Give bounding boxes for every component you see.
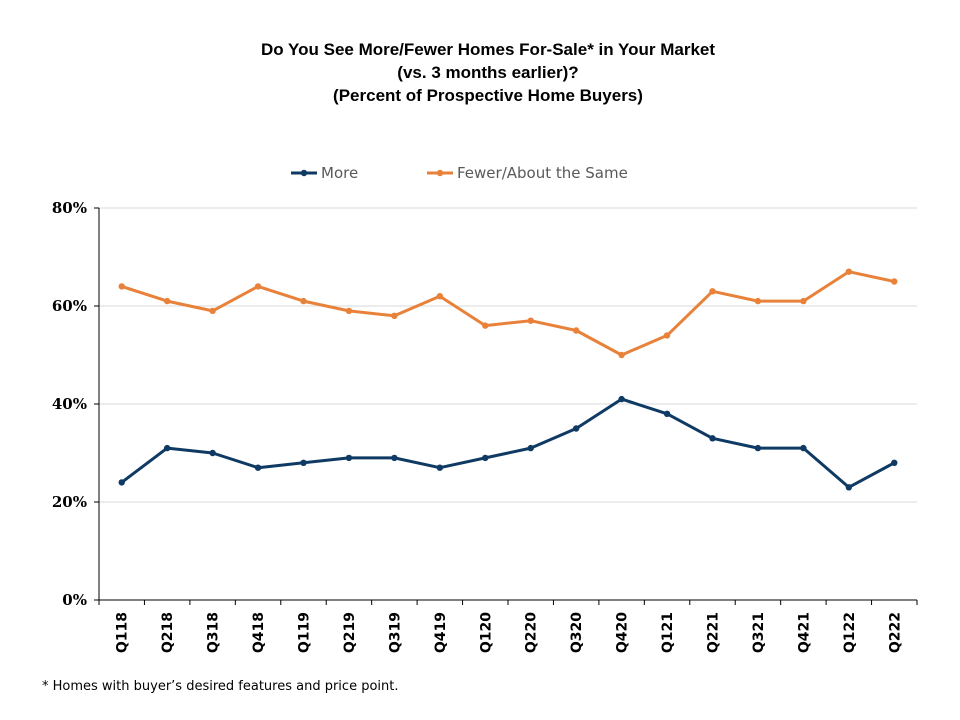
data-point <box>754 444 762 452</box>
chart-title: Do You See More/Fewer Homes For-Sale* in… <box>0 38 960 107</box>
legend-label: Fewer/About the Same <box>457 164 628 182</box>
series-more <box>118 395 898 491</box>
x-tick-label: Q120 <box>478 612 494 653</box>
line-chart: 0%20%40%60%80% Q118 Q218 Q318 Q418 Q119 Q219 Q… <box>52 164 918 653</box>
y-tick-label: 80% <box>52 199 87 217</box>
chart-title-line-3: (Percent of Prospective Home Buyers) <box>333 86 643 105</box>
y-tick-label: 60% <box>52 297 87 315</box>
y-tick-label: 0% <box>62 591 87 609</box>
data-point <box>436 293 444 300</box>
x-tick-label: Q421 <box>796 612 812 653</box>
data-point <box>482 454 489 462</box>
chart-title-line-2: (vs. 3 months earlier)? <box>397 63 579 82</box>
data-point <box>118 479 125 486</box>
series-fewer-about-the-same <box>118 268 898 359</box>
legend-marker <box>436 169 444 177</box>
x-tick-label: Q119 <box>297 612 313 653</box>
series-line <box>121 270 895 357</box>
data-point <box>300 459 307 466</box>
data-point <box>663 332 671 339</box>
x-tick-label: Q221 <box>706 612 722 653</box>
x-tick-label: Q319 <box>387 612 403 653</box>
data-point <box>527 444 534 452</box>
data-point <box>527 317 534 324</box>
data-point <box>391 454 398 462</box>
x-tick-label: Q318 <box>206 612 222 653</box>
data-point <box>391 312 398 319</box>
data-point <box>436 464 444 471</box>
data-point <box>709 288 716 295</box>
data-point <box>618 395 625 403</box>
x-tick-label: Q419 <box>433 612 449 653</box>
data-point <box>209 449 216 457</box>
data-point <box>254 464 262 471</box>
legend: More Fewer/About the Same <box>291 164 628 182</box>
x-tick-label: Q321 <box>751 612 767 653</box>
data-point <box>572 425 580 432</box>
x-tick-label: Q420 <box>615 612 631 653</box>
y-tick-label: 20% <box>52 493 87 511</box>
legend-label: More <box>321 164 358 182</box>
x-tick-labels: Q118 Q218 Q318 Q418 Q119 Q219 Q319 Q419 Q120 Q220… <box>115 612 904 653</box>
gridlines <box>99 207 917 503</box>
data-point <box>345 454 353 462</box>
series-lines <box>118 268 898 491</box>
y-tick-label: 40% <box>52 395 87 413</box>
legend-marker <box>300 169 308 177</box>
data-point <box>163 444 171 452</box>
data-point <box>618 351 625 359</box>
series-line <box>120 397 896 489</box>
x-tick-label: Q320 <box>569 612 585 653</box>
x-tick-label: Q122 <box>842 612 858 653</box>
data-point <box>845 484 853 491</box>
data-point <box>891 278 898 285</box>
data-point <box>118 283 125 290</box>
chart-title-line-1: Do You See More/Fewer Homes For-Sale* in… <box>260 40 716 59</box>
data-point <box>891 459 898 466</box>
data-point <box>845 268 853 275</box>
data-point <box>163 297 171 305</box>
data-point <box>663 410 671 417</box>
x-tick-label: Q418 <box>251 612 267 653</box>
x-tick-label: Q218 <box>160 612 176 653</box>
data-point <box>300 297 307 305</box>
data-point <box>209 307 216 315</box>
data-point <box>800 297 807 305</box>
data-point <box>482 322 489 329</box>
footnote: * Homes with buyer’s desired features an… <box>42 679 399 694</box>
x-tick-label: Q220 <box>524 612 540 653</box>
data-point <box>345 307 353 315</box>
y-tick-labels: 0% 20% 40% 60% 80% <box>52 199 87 609</box>
data-point <box>709 435 716 442</box>
data-point <box>800 444 807 452</box>
x-tick-label: Q222 <box>887 612 903 653</box>
data-point <box>254 283 262 290</box>
data-point <box>572 327 580 334</box>
x-tick-label: Q219 <box>342 612 358 653</box>
axes <box>94 207 918 605</box>
x-tick-label: Q121 <box>660 612 676 653</box>
data-point <box>754 297 762 305</box>
x-tick-label: Q118 <box>115 612 131 653</box>
